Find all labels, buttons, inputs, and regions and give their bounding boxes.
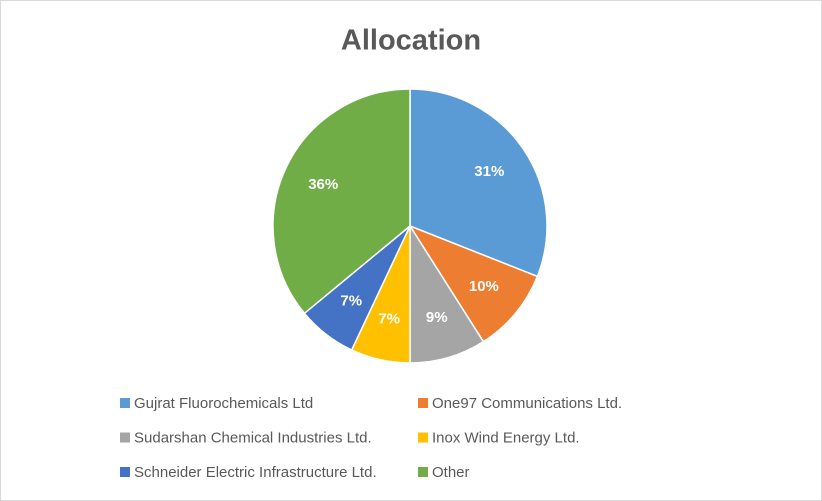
legend-swatch — [120, 398, 130, 408]
legend-swatch — [418, 432, 428, 443]
legend-label: One97 Communications Ltd. — [432, 395, 622, 412]
data-label: 7% — [340, 293, 362, 310]
chart-title: Allocation — [341, 25, 481, 57]
legend-swatch — [418, 398, 428, 408]
data-label: 9% — [426, 309, 448, 326]
pie-slice — [408, 224, 539, 343]
legend-label: Schneider Electric Infrastructure Ltd. — [134, 464, 377, 481]
legend-label: Sudarshan Chemical Industries Ltd. — [134, 429, 372, 446]
data-label: 7% — [378, 311, 400, 328]
data-label: 36% — [308, 176, 338, 193]
legend-label: Inox Wind Energy Ltd. — [432, 429, 580, 446]
legend-swatch — [418, 467, 428, 477]
legend-swatch — [120, 467, 130, 477]
legend-label: Other — [432, 464, 470, 481]
data-label: 31% — [474, 163, 504, 180]
data-label: 10% — [469, 278, 499, 295]
pie-slice — [272, 88, 411, 315]
legend-swatch — [120, 432, 130, 443]
legend-label: Gujrat Fluorochemicals Ltd — [134, 395, 313, 412]
pie-slice — [409, 88, 548, 278]
